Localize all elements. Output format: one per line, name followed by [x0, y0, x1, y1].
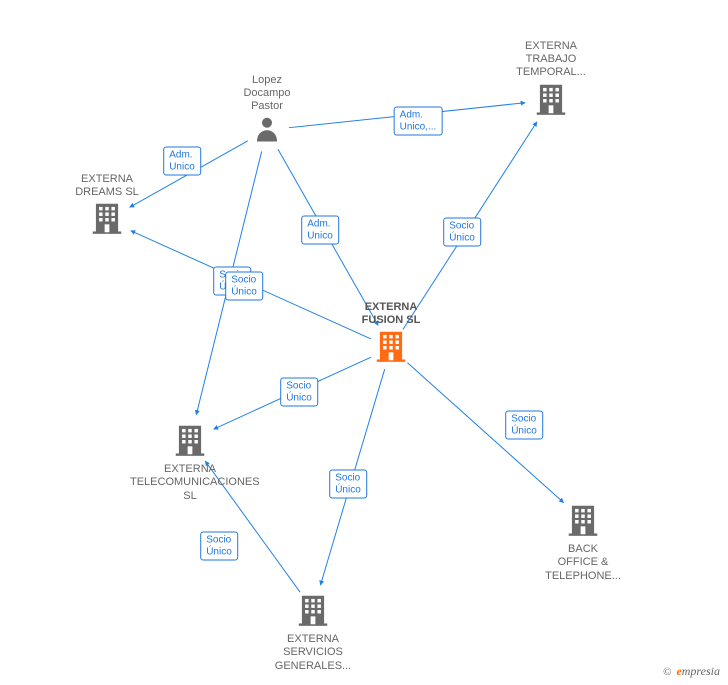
node-lopez[interactable]: Lopez Docampo Pastor — [207, 74, 327, 148]
node-fusion[interactable]: EXTERNA FUSION SL — [331, 301, 451, 370]
watermark: © empresia — [663, 664, 720, 679]
node-ett[interactable]: EXTERNA TRABAJO TEMPORAL... — [491, 40, 611, 122]
edge-label: Socio Único — [329, 470, 367, 499]
node-dreams[interactable]: EXTERNA DREAMS SL — [47, 173, 167, 242]
edge-label: Socio Único — [200, 532, 238, 561]
edge-label: Socio Único — [505, 411, 543, 440]
node-label: EXTERNA DREAMS SL — [47, 173, 167, 199]
node-serv[interactable]: EXTERNA SERVICIOS GENERALES... — [253, 591, 373, 673]
node-label: BACK OFFICE & TELEPHONE... — [523, 543, 643, 583]
node-label: EXTERNA FUSION SL — [331, 301, 451, 327]
node-label: Lopez Docampo Pastor — [207, 74, 327, 114]
edge-label: Adm. Unico,... — [394, 107, 443, 136]
node-label: EXTERNA SERVICIOS GENERALES... — [253, 633, 373, 673]
watermark-text: mpresia — [682, 664, 720, 678]
building-icon — [88, 199, 126, 237]
node-telecom[interactable]: EXTERNA TELECOMUNICACIONES SL — [130, 421, 250, 503]
edge-label: Adm. Unico — [301, 216, 339, 245]
node-label: EXTERNA TELECOMUNICACIONES SL — [130, 463, 250, 503]
building-icon — [372, 327, 410, 365]
network-diagram: Lopez Docampo Pastor EXTERNA TRABAJO TEM… — [0, 0, 728, 685]
edge-label: Adm. Unico — [163, 147, 201, 176]
edge-label: Socio Único — [443, 218, 481, 247]
building-icon — [532, 80, 570, 118]
edge-label: Socio Único — [280, 378, 318, 407]
building-icon — [294, 591, 332, 629]
node-label: EXTERNA TRABAJO TEMPORAL... — [491, 40, 611, 80]
edge-label: Socio Único — [225, 272, 263, 301]
person-icon — [252, 114, 282, 144]
building-icon — [171, 421, 209, 459]
copyright-symbol: © — [663, 666, 671, 678]
node-back[interactable]: BACK OFFICE & TELEPHONE... — [523, 501, 643, 583]
building-icon — [564, 501, 602, 539]
